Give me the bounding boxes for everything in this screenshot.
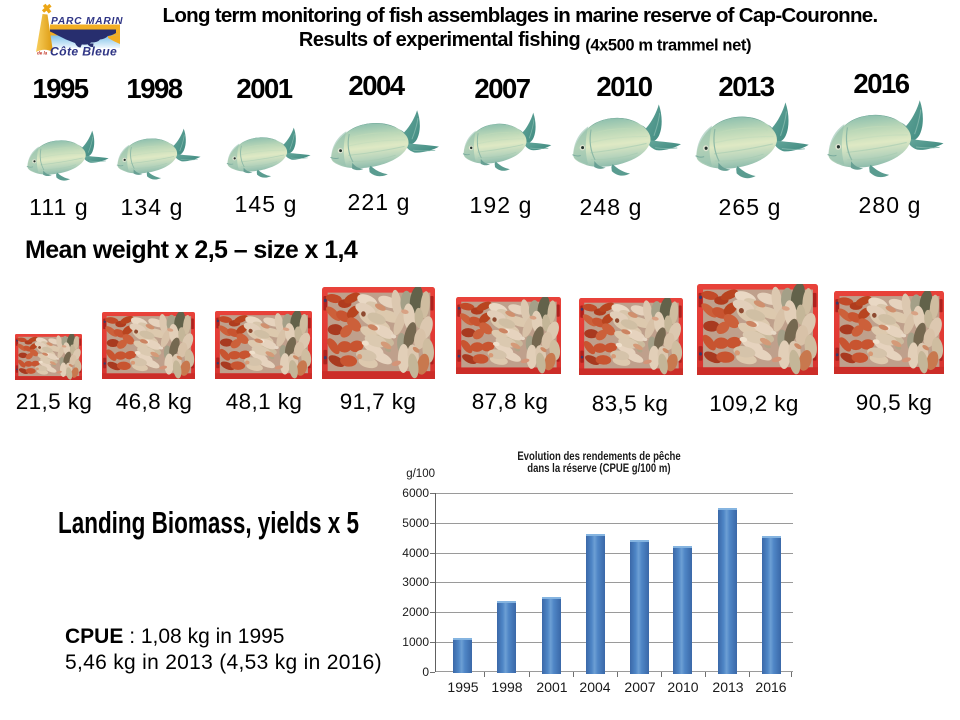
svg-text:Côte Bleue: Côte Bleue xyxy=(50,45,117,59)
svg-text:PARC MARIN: PARC MARIN xyxy=(51,16,123,27)
svg-text:de la: de la xyxy=(37,51,48,56)
